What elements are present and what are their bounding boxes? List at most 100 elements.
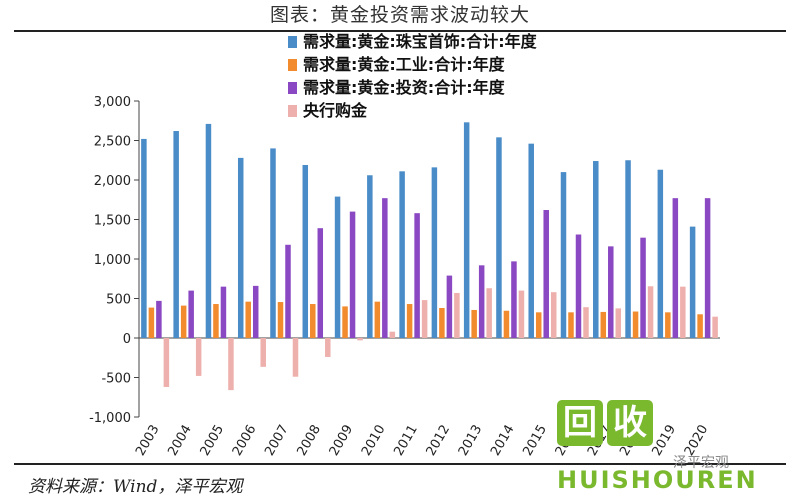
- bar-s1-2010: [367, 175, 373, 338]
- bar-s1-2018: [625, 160, 631, 338]
- watermark-brand: HUISHOUREN: [557, 466, 758, 494]
- bottom-rule: [14, 463, 786, 465]
- bar-s4-2011: [421, 300, 428, 338]
- x-tick-label: 2015: [520, 423, 550, 459]
- bar-s2-2016: [568, 312, 574, 338]
- y-tick-label: 3,000: [94, 95, 131, 110]
- bar-s3-2015: [543, 210, 549, 338]
- legend-swatch-1: [288, 36, 297, 48]
- bar-s4-2016: [583, 307, 589, 338]
- legend-label-2: 需求量:黄金:工业:合计:年度: [303, 55, 506, 74]
- bar-s4-2008: [325, 338, 331, 357]
- bar-s3-2019: [672, 198, 679, 338]
- bar-s3-2017: [608, 246, 614, 338]
- bar-s2-2007: [277, 302, 284, 338]
- bar-s4-2004: [195, 338, 202, 376]
- bar-s1-2011: [399, 171, 405, 338]
- bar-s2-2009: [342, 306, 348, 338]
- watermark-char-2: 收: [607, 400, 653, 446]
- bar-s4-2006: [260, 338, 266, 367]
- bar-s1-2009: [334, 196, 341, 338]
- bar-s3-2018: [640, 237, 646, 338]
- source-note: 资料来源：Wind，泽平宏观: [28, 477, 243, 497]
- legend-swatch-3: [288, 82, 297, 94]
- bar-s4-2013: [486, 288, 492, 338]
- bar-s1-2008: [302, 164, 309, 338]
- bar-s1-2005: [205, 123, 212, 338]
- x-tick-label: 2011: [391, 423, 421, 459]
- bar-s2-2012: [439, 307, 445, 338]
- bar-s4-2009: [357, 338, 363, 341]
- legend-swatch-4: [288, 105, 297, 117]
- bar-s2-2017: [600, 311, 607, 338]
- bar-s2-2004: [180, 305, 187, 338]
- bars: [141, 122, 718, 391]
- bar-s4-2007: [292, 338, 299, 377]
- bar-s2-2011: [406, 304, 413, 338]
- bar-s3-2010: [382, 198, 388, 338]
- bar-s3-2006: [252, 285, 259, 338]
- bar-s2-2018: [632, 311, 639, 338]
- bar-s3-2013: [478, 265, 485, 338]
- bar-s1-2012: [431, 167, 438, 338]
- y-tick-label: 500: [106, 293, 131, 308]
- x-tick-label: 2013: [456, 422, 486, 458]
- watermark-char-1: 回: [557, 400, 603, 446]
- bar-s3-2016: [575, 234, 582, 338]
- y-tick-label: 1,500: [94, 214, 131, 229]
- bar-s1-2013: [463, 122, 470, 338]
- x-tick-label: 2006: [230, 423, 260, 459]
- bar-s1-2004: [173, 131, 179, 338]
- bar-s1-2015: [528, 143, 534, 338]
- bar-s3-2014: [511, 261, 517, 338]
- bar-s4-2014: [518, 290, 525, 338]
- bar-s2-2005: [213, 304, 219, 338]
- bar-s2-2006: [245, 301, 251, 338]
- bar-s3-2009: [349, 211, 356, 338]
- x-tick-label: 2010: [359, 423, 389, 459]
- bar-s1-2020: [689, 226, 696, 338]
- bar-s4-2019: [680, 286, 686, 338]
- y-tick-label: 2,500: [94, 135, 131, 150]
- bar-s1-2007: [270, 148, 276, 338]
- legend-label-1: 需求量:黄金:珠宝首饰:合计:年度: [303, 32, 538, 51]
- page-title: 图表：黄金投资需求波动较大: [269, 4, 530, 26]
- bar-s1-2016: [560, 172, 567, 338]
- bar-s4-2017: [615, 308, 622, 338]
- bar-s4-2015: [550, 292, 557, 338]
- bar-s1-2003: [141, 138, 147, 338]
- bar-s4-2003: [163, 338, 170, 387]
- watermark-logo: 回 收 泽平宏观 HUISHOUREN: [555, 398, 800, 498]
- watermark-sub: 泽平宏观: [673, 455, 729, 471]
- x-tick-label: 2008: [294, 423, 324, 459]
- bar-s2-2003: [148, 307, 155, 338]
- bar-s1-2014: [496, 137, 502, 338]
- bar-s4-2005: [228, 338, 234, 391]
- x-tick-label: 2007: [262, 423, 292, 459]
- bar-s2-2013: [471, 309, 477, 338]
- legend: 需求量:黄金:珠宝首饰:合计:年度需求量:黄金:工业:合计:年度需求量:黄金:投…: [288, 32, 538, 120]
- bar-s4-2020: [712, 316, 718, 338]
- bar-s1-2006: [237, 157, 244, 338]
- x-tick-label: 2003: [133, 423, 163, 459]
- bar-s2-2014: [503, 310, 510, 338]
- y-tick-label: 0: [123, 332, 131, 347]
- bar-s4-2010: [389, 331, 396, 338]
- y-tick-label: -1,000: [89, 411, 131, 426]
- legend-label-3: 需求量:黄金:投资:合计:年度: [303, 78, 506, 97]
- bar-s3-2004: [188, 290, 194, 338]
- bar-s2-2019: [665, 312, 671, 338]
- bar-s3-2007: [285, 244, 291, 338]
- bar-s3-2005: [220, 286, 227, 338]
- legend-swatch-2: [288, 59, 297, 71]
- y-tick-label: -500: [101, 372, 131, 387]
- x-tick-label: 2009: [327, 423, 357, 459]
- bar-s2-2008: [310, 304, 316, 338]
- bar-s2-2010: [374, 301, 381, 338]
- bar-s4-2012: [454, 292, 460, 338]
- bar-s3-2008: [317, 228, 324, 338]
- x-tick-label: 2012: [424, 423, 454, 459]
- bar-s2-2015: [535, 312, 542, 338]
